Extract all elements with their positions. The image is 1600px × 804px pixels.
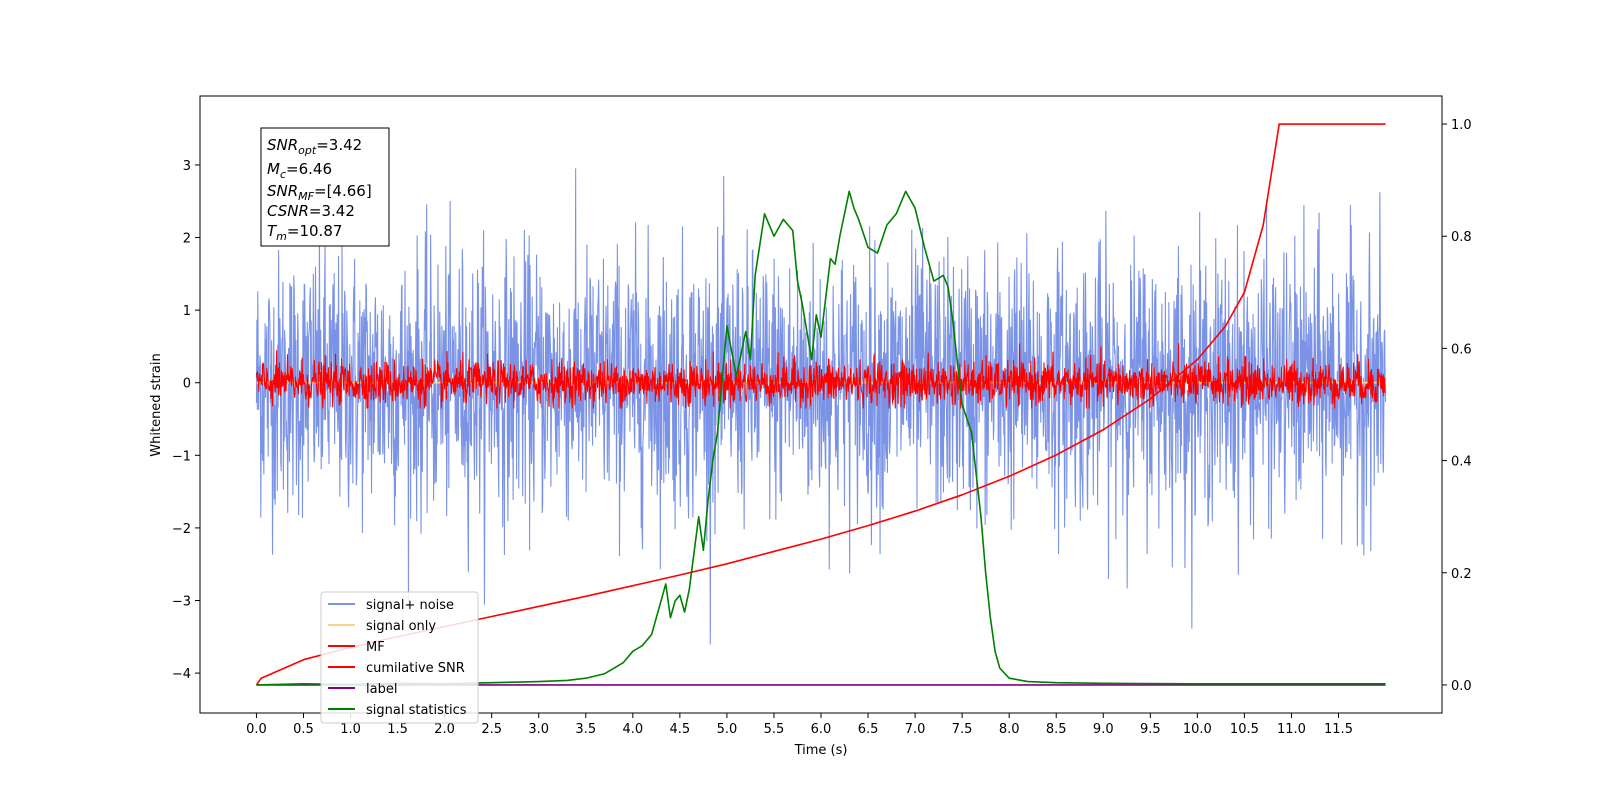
y-left-tick-label: −1 (172, 449, 191, 464)
x-tick-label: 2.0 (434, 722, 455, 737)
legend-label: signal+ noise (366, 598, 454, 613)
x-tick-label: 4.0 (622, 722, 643, 737)
x-tick-label: 7.0 (905, 722, 926, 737)
y-axis-right-ticks: 1.0 0.8 0.6 0.4 0.2 0.0 (1442, 118, 1472, 694)
legend-frame (320, 591, 479, 724)
y-left-tick-label: 0 (183, 377, 191, 392)
x-tick-label: 5.5 (764, 722, 785, 737)
annotation-tm: Tm=10.87 (267, 222, 342, 243)
y-left-tick-label: 2 (183, 232, 191, 247)
legend-label: signal only (366, 619, 436, 634)
x-tick-label: 11.0 (1277, 722, 1306, 737)
y-right-tick-label: 1.0 (1451, 118, 1472, 133)
legend-label: MF (366, 640, 385, 655)
y-left-tick-label: −2 (172, 522, 191, 537)
annotation-snr-mf: SNRMF=[4.66] (267, 182, 372, 203)
x-tick-label: 8.0 (999, 722, 1020, 737)
x-tick-label: 8.5 (1046, 722, 1067, 737)
x-tick-label: 2.5 (481, 722, 502, 737)
x-tick-label: 1.5 (387, 722, 408, 737)
legend-label: label (366, 682, 397, 697)
legend: signal+ noise signal only MF cumilative SNR… (320, 591, 479, 724)
y-left-tick-label: 3 (183, 159, 191, 174)
annotation-mc: Mc=6.46 (267, 160, 332, 181)
x-tick-label: 10.0 (1183, 722, 1212, 737)
x-tick-label: 9.5 (1140, 722, 1161, 737)
x-axis-ticks: 0.0 0.5 1.0 1.5 2.0 2.5 3.0 3.5 4.0 4.5 5.0 5.5 6.0 6… (246, 713, 1353, 737)
x-tick-label: 6.0 (811, 722, 832, 737)
y-right-tick-label: 0.2 (1451, 567, 1472, 582)
annotation-frame (260, 127, 390, 247)
x-axis-label: Time (s) (794, 743, 848, 758)
y-right-tick-label: 0.8 (1451, 230, 1472, 245)
annotation-box: SNRopt=3.42 Mc=6.46 SNRMF=[4.66] CSNR=3.… (260, 127, 390, 247)
x-tick-label: 3.5 (575, 722, 596, 737)
y-left-tick-label: 1 (183, 304, 191, 319)
y-right-tick-label: 0.0 (1451, 679, 1472, 694)
x-tick-label: 5.0 (717, 722, 738, 737)
x-tick-label: 3.0 (528, 722, 549, 737)
series-line-2 (255, 343, 1386, 409)
annotation-csnr: CSNR=3.42 (267, 202, 355, 220)
x-tick-label: 4.5 (670, 722, 691, 737)
y-right-tick-label: 0.6 (1451, 342, 1472, 357)
x-tick-label: 7.5 (952, 722, 973, 737)
x-tick-label: 10.5 (1230, 722, 1259, 737)
x-tick-label: 0.0 (246, 722, 267, 737)
x-tick-label: 9.0 (1093, 722, 1114, 737)
legend-label: signal statistics (366, 703, 467, 718)
x-tick-label: 1.0 (340, 722, 361, 737)
y-right-tick-label: 0.4 (1451, 455, 1472, 470)
y-left-tick-label: −4 (172, 667, 191, 682)
x-tick-label: 0.5 (293, 722, 314, 737)
y-axis-label: Whitened strain (149, 353, 164, 456)
x-tick-label: 6.5 (858, 722, 879, 737)
series-line-5 (256, 190, 1386, 686)
legend-label: cumilative SNR (366, 661, 465, 676)
annotation-snr-opt: SNRopt=3.42 (267, 136, 362, 157)
y-axis-left-ticks: 3 2 1 0 −1 −2 −3 −4 (172, 159, 200, 682)
x-tick-label: 11.5 (1324, 722, 1353, 737)
y-left-tick-label: −3 (172, 594, 191, 609)
series-line-0 (255, 168, 1387, 645)
